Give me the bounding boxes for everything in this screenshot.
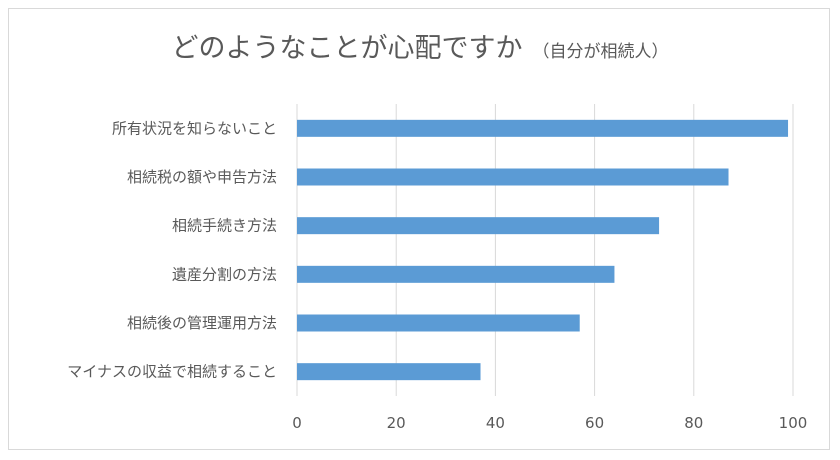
- category-labels: 所有状況を知らないこと相続税の額や申告方法相続手続き方法遺産分割の方法相続後の管…: [67, 119, 277, 380]
- category-label: 遺産分割の方法: [172, 265, 277, 283]
- bar: [297, 168, 729, 186]
- category-label: 相続手続き方法: [172, 217, 277, 235]
- bar: [297, 363, 481, 381]
- x-tick-label: 100: [779, 414, 808, 432]
- chart-subtitle: （自分が相続人）: [532, 42, 669, 62]
- bar: [297, 217, 660, 235]
- chart-title: どのようなことが心配ですか: [171, 33, 523, 64]
- gridlines: [296, 104, 794, 396]
- bars: [297, 119, 789, 381]
- x-tick-label: 80: [684, 414, 703, 432]
- bar: [297, 265, 615, 283]
- category-label: マイナスの収益で相続すること: [67, 363, 277, 381]
- bar: [297, 314, 580, 332]
- x-tick-label: 0: [292, 414, 302, 432]
- category-label: 所有状況を知らないこと: [112, 119, 277, 137]
- x-tick-label: 40: [486, 414, 505, 432]
- category-label: 相続後の管理運用方法: [127, 314, 277, 332]
- bar: [297, 119, 789, 137]
- x-tick-label: 20: [387, 414, 406, 432]
- x-tick-labels: 0 20 40 60 80 100: [292, 414, 807, 432]
- category-label: 相続税の額や申告方法: [127, 168, 277, 186]
- chart-title-block: どのようなことが心配ですか （自分が相続人）: [0, 26, 840, 65]
- x-tick-label: 60: [585, 414, 604, 432]
